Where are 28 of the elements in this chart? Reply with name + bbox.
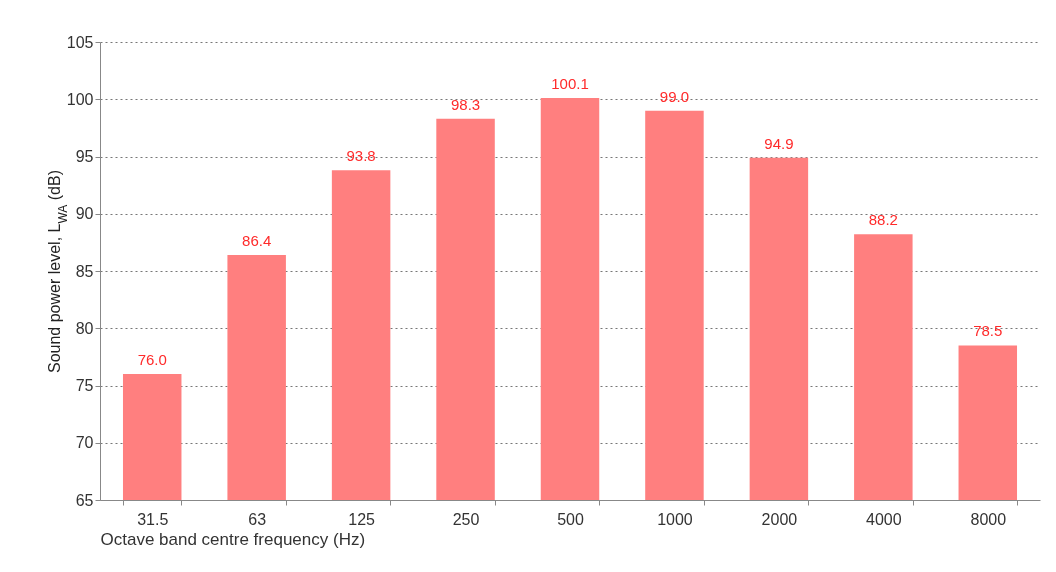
x-tick-label: 63 xyxy=(248,510,267,528)
y-tick-label: 100 xyxy=(66,90,94,108)
y-tick-label: 95 xyxy=(75,148,94,165)
x-tick-label: 31.5 xyxy=(137,510,169,528)
x-tick-label: 4000 xyxy=(866,510,902,528)
data-label: 94.9 xyxy=(764,134,794,152)
x-tick-label: 2000 xyxy=(761,510,798,528)
x-tick-label: 1000 xyxy=(657,510,693,528)
x-tick-label: 500 xyxy=(557,510,584,528)
y-tick-label: 90 xyxy=(75,205,94,223)
data-label: 86.4 xyxy=(242,231,272,249)
y-tick-label: 65 xyxy=(75,491,94,509)
y-tick-label: 80 xyxy=(75,319,94,337)
y-tick-label: 85 xyxy=(75,262,94,280)
data-label: 88.2 xyxy=(868,211,898,229)
data-label: 93.8 xyxy=(346,147,376,165)
data-label: 76.0 xyxy=(137,351,167,369)
x-tick-label: 125 xyxy=(348,510,376,528)
x-axis-title: Octave band centre frequency (Hz) xyxy=(100,529,366,549)
data-label: 98.3 xyxy=(450,95,481,113)
data-label: 78.5 xyxy=(973,322,1003,340)
data-label: 99.0 xyxy=(659,87,690,105)
x-tick-label: 250 xyxy=(452,510,480,528)
y-tick-label: 75 xyxy=(75,377,94,394)
y-tick-label: 70 xyxy=(75,434,94,452)
data-label: 100.1 xyxy=(551,75,589,93)
y-tick-label: 105 xyxy=(66,33,94,51)
x-tick-label: 8000 xyxy=(970,510,1007,528)
